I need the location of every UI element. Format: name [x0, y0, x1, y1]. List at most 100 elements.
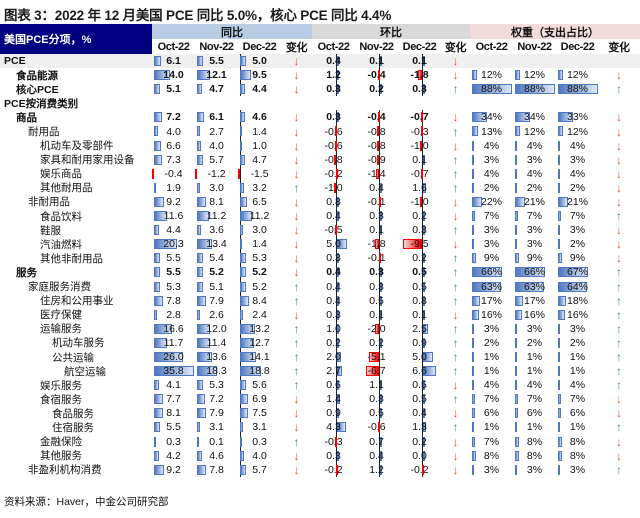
yoy-value: 5.0: [252, 55, 267, 68]
bar-axis: [379, 166, 380, 181]
weight-bar: [515, 154, 517, 165]
weight-bar: [558, 168, 560, 179]
mom-cell: -5.1: [355, 349, 398, 365]
yoy-value: 3.6: [209, 224, 224, 237]
yoy-cell: 7.9: [195, 406, 238, 420]
weight-value: 66%: [480, 266, 502, 279]
bar-axis: [240, 166, 241, 181]
weight-cell: 63%: [470, 280, 513, 294]
row-label: 非耐用品: [28, 196, 70, 209]
mom-value: -0.1: [367, 195, 386, 208]
weight-cell: 1%: [556, 420, 599, 434]
weight-bar: [558, 408, 561, 419]
bar-axis: [379, 364, 380, 379]
mom-bar: [337, 253, 339, 264]
mom-cell: 0.1: [355, 307, 398, 322]
weight-cell: 21%: [513, 195, 556, 209]
yoy-bar: [240, 70, 251, 81]
yoy-value: 5.3: [252, 252, 267, 265]
mom-bar: [423, 154, 425, 165]
yoy-cell: 4.0: [195, 139, 238, 153]
arrow-down-icon: ↓: [616, 223, 622, 238]
bar-axis: [379, 406, 380, 421]
weight-value: 3%: [483, 153, 500, 166]
mom-value: 0.3: [326, 83, 341, 96]
weight-value: 12%: [523, 69, 545, 82]
mom-bar: [378, 112, 381, 123]
arrow-up-icon: ↑: [293, 180, 300, 195]
weight-cell: [470, 54, 513, 68]
bar-axis: [422, 307, 423, 322]
mom-bar: [337, 84, 339, 95]
yoy-value: 5.4: [209, 252, 224, 265]
weight-bar: [472, 112, 488, 123]
weight-bar: [515, 140, 517, 151]
arrow-up-icon: ↑: [452, 321, 459, 336]
bar-axis: [336, 420, 337, 435]
bar-axis: [422, 138, 423, 153]
mom-value: 0.3: [369, 210, 384, 223]
weight-cell: 6%: [470, 406, 513, 420]
yoy-cell: 14.1: [238, 349, 281, 365]
row-label: 非盈利机构消费: [28, 464, 102, 477]
yoy-value: 5.6: [252, 379, 267, 392]
yoy-cell: 8.1: [152, 406, 195, 420]
weight-bar: [558, 239, 560, 250]
yoy-bar: [197, 464, 206, 475]
arrow-down-icon: ↓: [452, 434, 459, 449]
bar-axis: [422, 223, 423, 238]
mom-bar: [368, 351, 379, 362]
weight-cell: 7%: [556, 209, 599, 223]
weight-cell: 3%: [556, 322, 599, 336]
mom-value: 0.4: [326, 266, 341, 279]
yoy-cell: 2.6: [195, 308, 238, 322]
yoy-value: 1.4: [252, 125, 267, 138]
arrow-up-icon: ↑: [616, 307, 622, 322]
weight-cell: 8%: [513, 449, 556, 463]
arrow-down-icon: ↓: [293, 138, 300, 153]
yoy-value: 3.0: [252, 224, 267, 237]
yoy-cell: 4.7: [195, 82, 238, 96]
weight-cell: 8%: [470, 449, 513, 463]
yoy-value: 6.5: [252, 195, 267, 208]
weight-cell: 4%: [470, 167, 513, 181]
arrow-down-icon: ↓: [452, 307, 459, 322]
bar-axis: [422, 279, 423, 294]
weight-cell: 3%: [513, 463, 556, 477]
yoy-bar: [154, 366, 194, 377]
table-row: 核心PCE 5.1 4.7 4.4 ↓ 0.3 0.2 0.3 ↑ 88% 88% 88% ↑: [0, 82, 640, 97]
mom-value: -1.0: [410, 139, 429, 152]
yoy-bar: [154, 380, 159, 391]
yoy-bar: [197, 422, 201, 433]
weight-bar: [515, 436, 519, 447]
table-row: 商品 7.2 6.1 4.6 ↓ 0.3 -0.4 -0.7 ↓ 34% 34% 33% ↓: [0, 110, 640, 125]
weight-value: 1%: [526, 365, 543, 378]
mom-cell: 0.3: [312, 307, 355, 322]
yoy-bar: [240, 309, 243, 320]
month-header: Dec-22: [242, 40, 277, 53]
mom-cell: 0.5: [398, 378, 441, 393]
yoy-cell: 16.6: [152, 322, 195, 336]
mom-bar: [365, 366, 379, 377]
weight-cell: 12%: [470, 68, 513, 82]
arrow-up-icon: ↑: [616, 420, 622, 435]
weight-value: 1%: [483, 351, 500, 364]
weight-cell: 4%: [556, 139, 599, 153]
weight-value: 4%: [569, 139, 586, 152]
weight-cell: 4%: [470, 378, 513, 392]
bar-axis: [379, 265, 380, 280]
weight-value: 2%: [526, 181, 543, 194]
yoy-value: 5.7: [209, 153, 224, 166]
yoy-bar: [197, 408, 206, 419]
weight-value: 4%: [569, 379, 586, 392]
mom-bar: [376, 168, 379, 179]
weight-bar: [515, 323, 517, 334]
weight-value: 12%: [480, 69, 502, 82]
weight-cell: 34%: [470, 110, 513, 124]
yoy-bar: [240, 225, 244, 236]
weight-value: 8%: [483, 449, 500, 462]
weight-bar: [558, 70, 564, 81]
arrow-down-icon: ↓: [616, 194, 622, 209]
weight-bar: [515, 70, 521, 81]
yoy-bar: [197, 225, 201, 236]
